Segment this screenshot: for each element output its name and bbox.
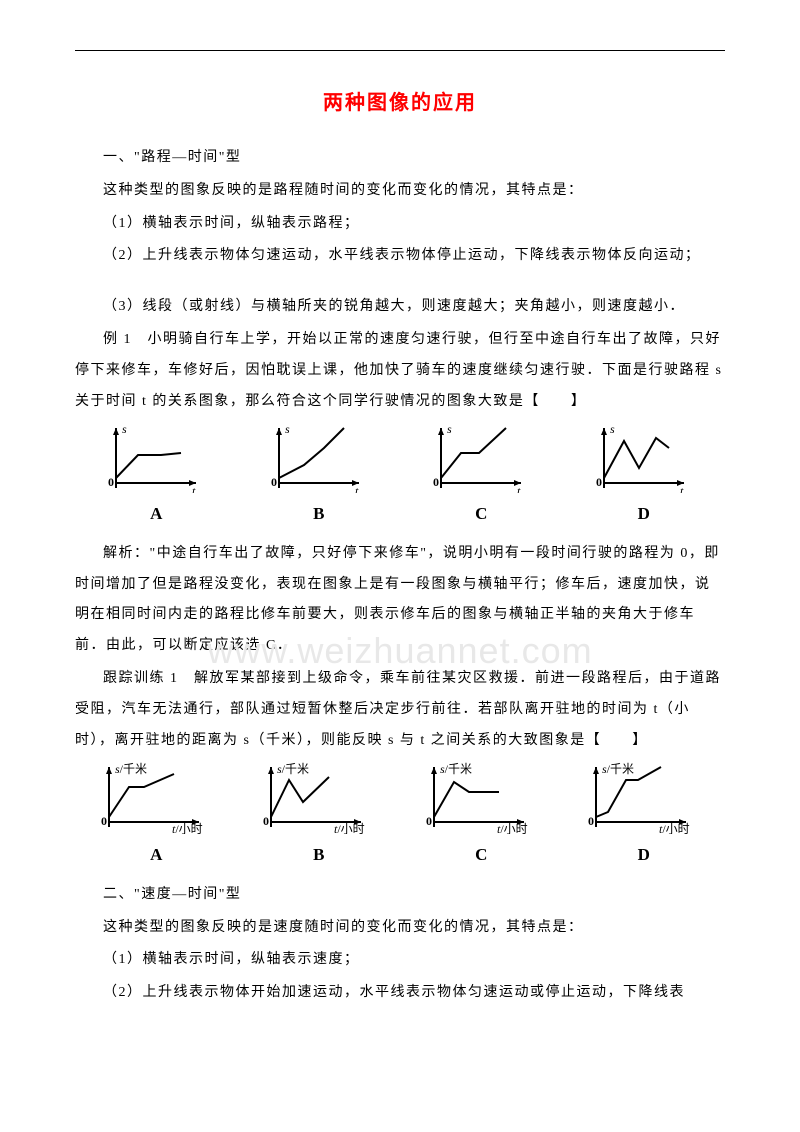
svg-text:t/小时: t/小时 [659, 822, 690, 834]
example1-text: 例 1 小明骑自行车上学，开始以正常的速度匀速行驶，但行至中途自行车出了故障，只… [75, 325, 725, 417]
mini-graph-B: 0 s t [269, 423, 369, 493]
graph2-label-C: C [416, 836, 546, 873]
mini-graph2-D: 0 s/千米 t/小时 [586, 762, 701, 834]
graph-label-D: D [579, 495, 709, 532]
practice1-text: 跟踪训练 1 解放军某部接到上级命令，乘车前往某灾区救援．前进一段路程后，由于道… [75, 664, 725, 756]
graph1-D: 0 s t D [579, 423, 709, 532]
section1-intro: 这种类型的图象反映的是路程随时间的变化而变化的情况，其特点是： [75, 176, 725, 207]
svg-text:0: 0 [596, 475, 602, 489]
svg-text:t: t [680, 484, 684, 493]
graph2-C: 0 s/千米 t/小时 C [416, 762, 546, 873]
graph2-label-B: B [254, 836, 384, 873]
section2-p1: （1）横轴表示时间，纵轴表示速度； [75, 945, 725, 976]
page-content: 两种图像的应用 一、"路程—时间"型 这种类型的图象反映的是路程随时间的变化而变… [75, 81, 725, 1009]
graph-label-A: A [91, 495, 221, 532]
graph2-label-D: D [579, 836, 709, 873]
svg-text:t/小时: t/小时 [497, 822, 528, 834]
section1-p1: （1）横轴表示时间，纵轴表示路程； [75, 209, 725, 240]
svg-text:s/千米: s/千米 [602, 762, 634, 776]
top-rule [75, 50, 725, 51]
mini-graph-C: 0 s t [431, 423, 531, 493]
svg-text:s/千米: s/千米 [115, 762, 147, 776]
section1-p2: （2）上升线表示物体匀速运动，水平线表示物体停止运动，下降线表示物体反向运动； [75, 241, 725, 272]
svg-text:0: 0 [108, 475, 114, 489]
mini-graph2-A: 0 s/千米 t/小时 [99, 762, 214, 834]
svg-text:0: 0 [271, 475, 277, 489]
svg-text:0: 0 [433, 475, 439, 489]
svg-text:t/小时: t/小时 [172, 822, 203, 834]
page-title: 两种图像的应用 [75, 81, 725, 125]
svg-text:s: s [447, 423, 452, 436]
mini-graph-A: 0 s t [106, 423, 206, 493]
svg-text:s/千米: s/千米 [440, 762, 472, 776]
analysis-text: 解析："中途自行车出了故障，只好停下来修车"，说明小明有一段时间行驶的路程为 0… [75, 539, 725, 662]
svg-text:s: s [610, 423, 615, 436]
graph1-A: 0 s t A [91, 423, 221, 532]
section1-heading: 一、"路程—时间"型 [75, 143, 725, 174]
graph2-D: 0 s/千米 t/小时 D [579, 762, 709, 873]
graph-row-1: 0 s t A 0 s t B 0 s t C [75, 423, 725, 532]
svg-text:s/千米: s/千米 [277, 762, 309, 776]
graph-label-C: C [416, 495, 546, 532]
svg-text:0: 0 [101, 814, 107, 828]
svg-text:s: s [122, 423, 127, 436]
section2-p2: （2）上升线表示物体开始加速运动，水平线表示物体匀速运动或停止运动，下降线表 [75, 978, 725, 1009]
section2-intro: 这种类型的图象反映的是速度随时间的变化而变化的情况，其特点是： [75, 913, 725, 944]
graph-label-B: B [254, 495, 384, 532]
svg-text:t/小时: t/小时 [334, 822, 365, 834]
graph2-label-A: A [91, 836, 221, 873]
svg-text:s: s [285, 423, 290, 436]
graph2-A: 0 s/千米 t/小时 A [91, 762, 221, 873]
svg-text:0: 0 [588, 814, 594, 828]
svg-text:0: 0 [426, 814, 432, 828]
svg-text:t: t [192, 484, 196, 493]
svg-text:0: 0 [263, 814, 269, 828]
graph2-B: 0 s/千米 t/小时 B [254, 762, 384, 873]
svg-text:t: t [517, 484, 521, 493]
svg-text:t: t [355, 484, 359, 493]
graph1-C: 0 s t C [416, 423, 546, 532]
mini-graph2-C: 0 s/千米 t/小时 [424, 762, 539, 834]
graph1-B: 0 s t B [254, 423, 384, 532]
graph-row-2: 0 s/千米 t/小时 A 0 s/千米 t/小时 B 0 s/千米 t/小时 [75, 762, 725, 873]
mini-graph-D: 0 s t [594, 423, 694, 493]
section2-heading: 二、"速度—时间"型 [75, 880, 725, 911]
section1-p3: （3）线段（或射线）与横轴所夹的锐角越大，则速度越大；夹角越小，则速度越小． [75, 292, 725, 323]
mini-graph2-B: 0 s/千米 t/小时 [261, 762, 376, 834]
